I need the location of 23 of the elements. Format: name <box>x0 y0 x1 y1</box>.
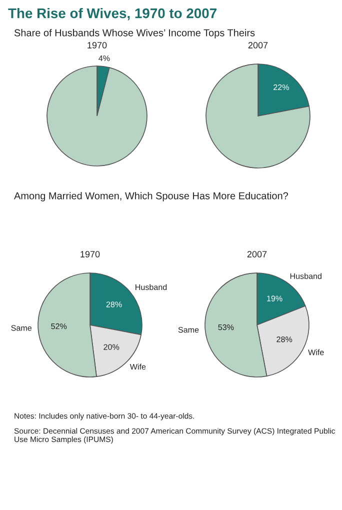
chart-title: 1970 <box>80 251 100 258</box>
pie-slice <box>206 64 310 168</box>
data-label: 28% <box>276 336 292 342</box>
data-label: 20% <box>104 344 120 350</box>
slice-label: Same <box>178 326 199 333</box>
data-label: 19% <box>267 296 282 302</box>
slice-label: Wife <box>308 349 324 356</box>
chart-title: 1970 <box>88 42 107 48</box>
text: Among Married Women, Which Spouse Has More Education? <box>14 192 288 202</box>
text: The Rise of Wives, 1970 to 2007 <box>8 8 216 20</box>
data-label: 4% <box>98 55 110 62</box>
chart-title: 2007 <box>247 251 267 258</box>
slice-label: Wife <box>130 364 146 370</box>
data-label: 52% <box>51 323 67 330</box>
data-label: 22% <box>274 84 289 90</box>
data-label: 53% <box>218 324 234 330</box>
data-label: 28% <box>106 302 122 308</box>
slice-label: Same <box>11 325 32 331</box>
slice-label: Husband <box>136 284 167 290</box>
chart-title: 2007 <box>248 42 268 48</box>
pie-slice <box>46 66 148 166</box>
slice-label: Husband <box>290 273 322 279</box>
text: Share of Husbands Whose Wives’ Income Tops Theirs <box>14 29 255 38</box>
